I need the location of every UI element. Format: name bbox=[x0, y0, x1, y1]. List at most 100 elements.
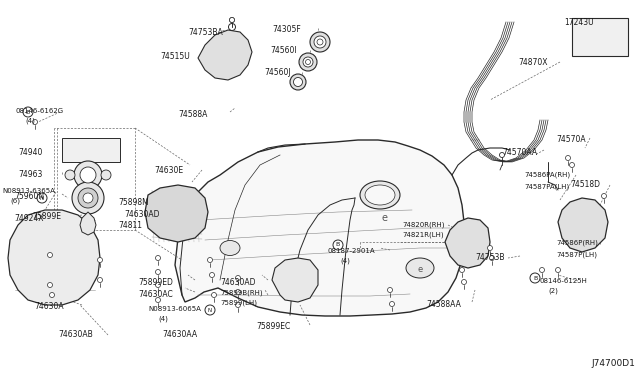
Circle shape bbox=[602, 193, 607, 199]
Circle shape bbox=[530, 273, 540, 283]
Circle shape bbox=[205, 305, 215, 315]
Text: 74586PA(RH): 74586PA(RH) bbox=[524, 172, 570, 179]
Text: 08146-6162G: 08146-6162G bbox=[15, 108, 63, 114]
Text: 74811: 74811 bbox=[118, 221, 142, 230]
Text: N08913-6065A: N08913-6065A bbox=[148, 306, 201, 312]
Circle shape bbox=[333, 240, 343, 250]
Text: 74588A: 74588A bbox=[178, 110, 207, 119]
Circle shape bbox=[540, 267, 545, 273]
Polygon shape bbox=[8, 210, 100, 305]
Circle shape bbox=[310, 32, 330, 52]
Text: 08187-2901A: 08187-2901A bbox=[328, 248, 376, 254]
Ellipse shape bbox=[365, 185, 395, 205]
Circle shape bbox=[72, 182, 104, 214]
Circle shape bbox=[460, 267, 465, 273]
Text: 75898M: 75898M bbox=[118, 198, 148, 207]
Text: N: N bbox=[208, 308, 212, 312]
Circle shape bbox=[303, 57, 313, 67]
Circle shape bbox=[211, 292, 216, 298]
Text: 74518D: 74518D bbox=[570, 180, 600, 189]
Text: 74560J: 74560J bbox=[264, 68, 291, 77]
Text: B: B bbox=[533, 276, 537, 280]
Text: B: B bbox=[26, 109, 30, 115]
Circle shape bbox=[37, 193, 47, 203]
Circle shape bbox=[488, 246, 493, 250]
Text: 74753BA: 74753BA bbox=[188, 28, 223, 37]
Circle shape bbox=[156, 282, 161, 288]
Text: 74630AD: 74630AD bbox=[220, 278, 255, 287]
Text: 74586P(RH): 74586P(RH) bbox=[556, 240, 598, 247]
Ellipse shape bbox=[406, 258, 434, 278]
Text: 74515U: 74515U bbox=[160, 52, 189, 61]
Text: 74570AA: 74570AA bbox=[502, 148, 537, 157]
Circle shape bbox=[97, 278, 102, 282]
Text: 75899(LH): 75899(LH) bbox=[220, 300, 257, 307]
Text: J74700D1: J74700D1 bbox=[591, 359, 635, 368]
Text: 75899E: 75899E bbox=[32, 212, 61, 221]
Circle shape bbox=[314, 36, 326, 48]
Circle shape bbox=[78, 188, 98, 208]
Text: 74924X: 74924X bbox=[14, 214, 44, 223]
Text: 74940: 74940 bbox=[18, 148, 42, 157]
Circle shape bbox=[236, 276, 241, 280]
Text: 74820R(RH): 74820R(RH) bbox=[402, 222, 445, 228]
Circle shape bbox=[207, 257, 212, 263]
Circle shape bbox=[74, 161, 102, 189]
Polygon shape bbox=[145, 185, 208, 242]
Text: 74630AC: 74630AC bbox=[138, 290, 173, 299]
Circle shape bbox=[490, 256, 495, 260]
Circle shape bbox=[556, 267, 561, 273]
Text: N08913-6365A: N08913-6365A bbox=[2, 188, 55, 194]
Polygon shape bbox=[272, 258, 318, 302]
Circle shape bbox=[236, 289, 241, 295]
Circle shape bbox=[230, 17, 234, 22]
Text: 74587PA(LH): 74587PA(LH) bbox=[524, 183, 569, 189]
Text: 74560I: 74560I bbox=[270, 46, 296, 55]
Text: 74753B: 74753B bbox=[475, 253, 504, 262]
Circle shape bbox=[49, 292, 54, 298]
Circle shape bbox=[156, 298, 161, 302]
Text: (2): (2) bbox=[548, 288, 558, 295]
Polygon shape bbox=[445, 218, 490, 268]
Polygon shape bbox=[578, 24, 620, 50]
Polygon shape bbox=[198, 30, 252, 80]
Text: 74630E: 74630E bbox=[154, 166, 183, 175]
Polygon shape bbox=[62, 138, 120, 162]
Circle shape bbox=[80, 167, 96, 183]
Circle shape bbox=[461, 279, 467, 285]
Circle shape bbox=[230, 17, 234, 22]
Text: 74587P(LH): 74587P(LH) bbox=[556, 251, 597, 257]
Text: 17243U: 17243U bbox=[564, 18, 594, 27]
Text: 74630AB: 74630AB bbox=[58, 330, 93, 339]
Text: 74588AA: 74588AA bbox=[426, 300, 461, 309]
Text: 74570A: 74570A bbox=[556, 135, 586, 144]
Circle shape bbox=[156, 256, 161, 260]
Ellipse shape bbox=[360, 181, 400, 209]
Polygon shape bbox=[558, 198, 608, 252]
Circle shape bbox=[236, 302, 241, 308]
Text: B: B bbox=[336, 243, 340, 247]
Polygon shape bbox=[80, 212, 96, 235]
Text: 74870X: 74870X bbox=[518, 58, 547, 67]
Text: 75899B(RH): 75899B(RH) bbox=[220, 290, 262, 296]
Text: (6): (6) bbox=[10, 198, 20, 205]
Circle shape bbox=[47, 282, 52, 288]
Circle shape bbox=[33, 119, 38, 125]
Circle shape bbox=[83, 193, 93, 203]
Circle shape bbox=[23, 107, 33, 117]
Text: 75899EC: 75899EC bbox=[256, 322, 291, 331]
Ellipse shape bbox=[457, 234, 479, 250]
Circle shape bbox=[387, 288, 392, 292]
Circle shape bbox=[101, 170, 111, 180]
Text: 75960N: 75960N bbox=[14, 192, 44, 201]
Text: 74305F: 74305F bbox=[272, 25, 301, 34]
Circle shape bbox=[570, 163, 575, 167]
Ellipse shape bbox=[220, 241, 240, 256]
Circle shape bbox=[156, 269, 161, 275]
Circle shape bbox=[47, 253, 52, 257]
Text: (4): (4) bbox=[158, 316, 168, 323]
Polygon shape bbox=[175, 140, 464, 316]
Circle shape bbox=[209, 273, 214, 278]
Circle shape bbox=[290, 74, 306, 90]
Circle shape bbox=[499, 153, 504, 157]
